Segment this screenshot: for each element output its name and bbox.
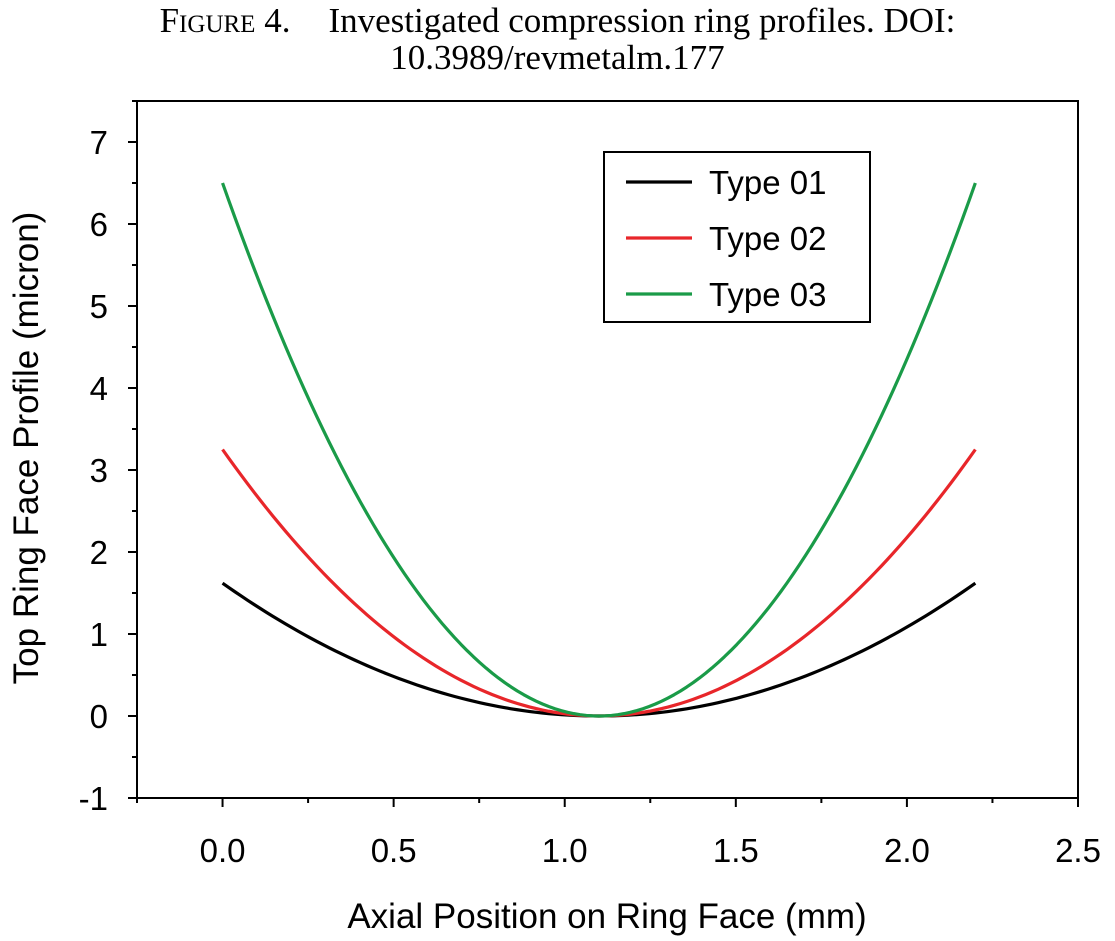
x-tick-label: 0.0 bbox=[200, 832, 246, 869]
caption-line-2: 10.3989/revmetalm.177 bbox=[390, 38, 725, 77]
y-tick-label: 2 bbox=[90, 534, 108, 571]
series-line-type-03 bbox=[221, 182, 977, 718]
y-tick-label: 6 bbox=[90, 206, 108, 243]
x-tick-label: 2.0 bbox=[884, 832, 930, 869]
y-tick-label: 3 bbox=[90, 452, 108, 489]
caption-label: Figure 4. bbox=[159, 1, 291, 40]
figure-caption: Figure 4. Investigated compression ring p… bbox=[0, 2, 1115, 76]
series-line-type-01 bbox=[221, 581, 977, 718]
x-tick-label: 1.5 bbox=[713, 832, 759, 869]
y-tick-label: 4 bbox=[90, 370, 108, 407]
legend: Type 01 Type 02 Type 03 bbox=[603, 151, 871, 323]
legend-label-type-01: Type 01 bbox=[709, 164, 826, 201]
y-axis-title: Top Ring Face Profile (micron) bbox=[7, 212, 46, 685]
caption-text-1: Investigated compression ring profiles. … bbox=[328, 1, 956, 40]
y-tick-label: -1 bbox=[79, 780, 108, 817]
y-tick-label: 1 bbox=[90, 616, 108, 653]
series-lines bbox=[221, 182, 977, 718]
x-tick-label: 0.5 bbox=[371, 832, 417, 869]
y-tick-label: 0 bbox=[90, 698, 108, 735]
plot-frame bbox=[136, 100, 1079, 799]
legend-label-type-02: Type 02 bbox=[709, 220, 826, 257]
caption-line-1: Figure 4. Investigated compression ring p… bbox=[0, 2, 1115, 39]
x-axis-title: Axial Position on Ring Face (mm) bbox=[347, 897, 866, 936]
x-tick-label: 1.0 bbox=[542, 832, 588, 869]
x-tick-label: 2.5 bbox=[1055, 832, 1101, 869]
y-tick-label: 5 bbox=[90, 288, 108, 325]
y-tick-label: 7 bbox=[90, 124, 108, 161]
series-line-type-02 bbox=[221, 448, 977, 718]
axes: 0.0 0.5 1.0 1.5 2.0 2.5 -1 0 1 2 3 4 5 6 7 bbox=[79, 100, 1101, 869]
legend-label-type-03: Type 03 bbox=[709, 276, 826, 313]
